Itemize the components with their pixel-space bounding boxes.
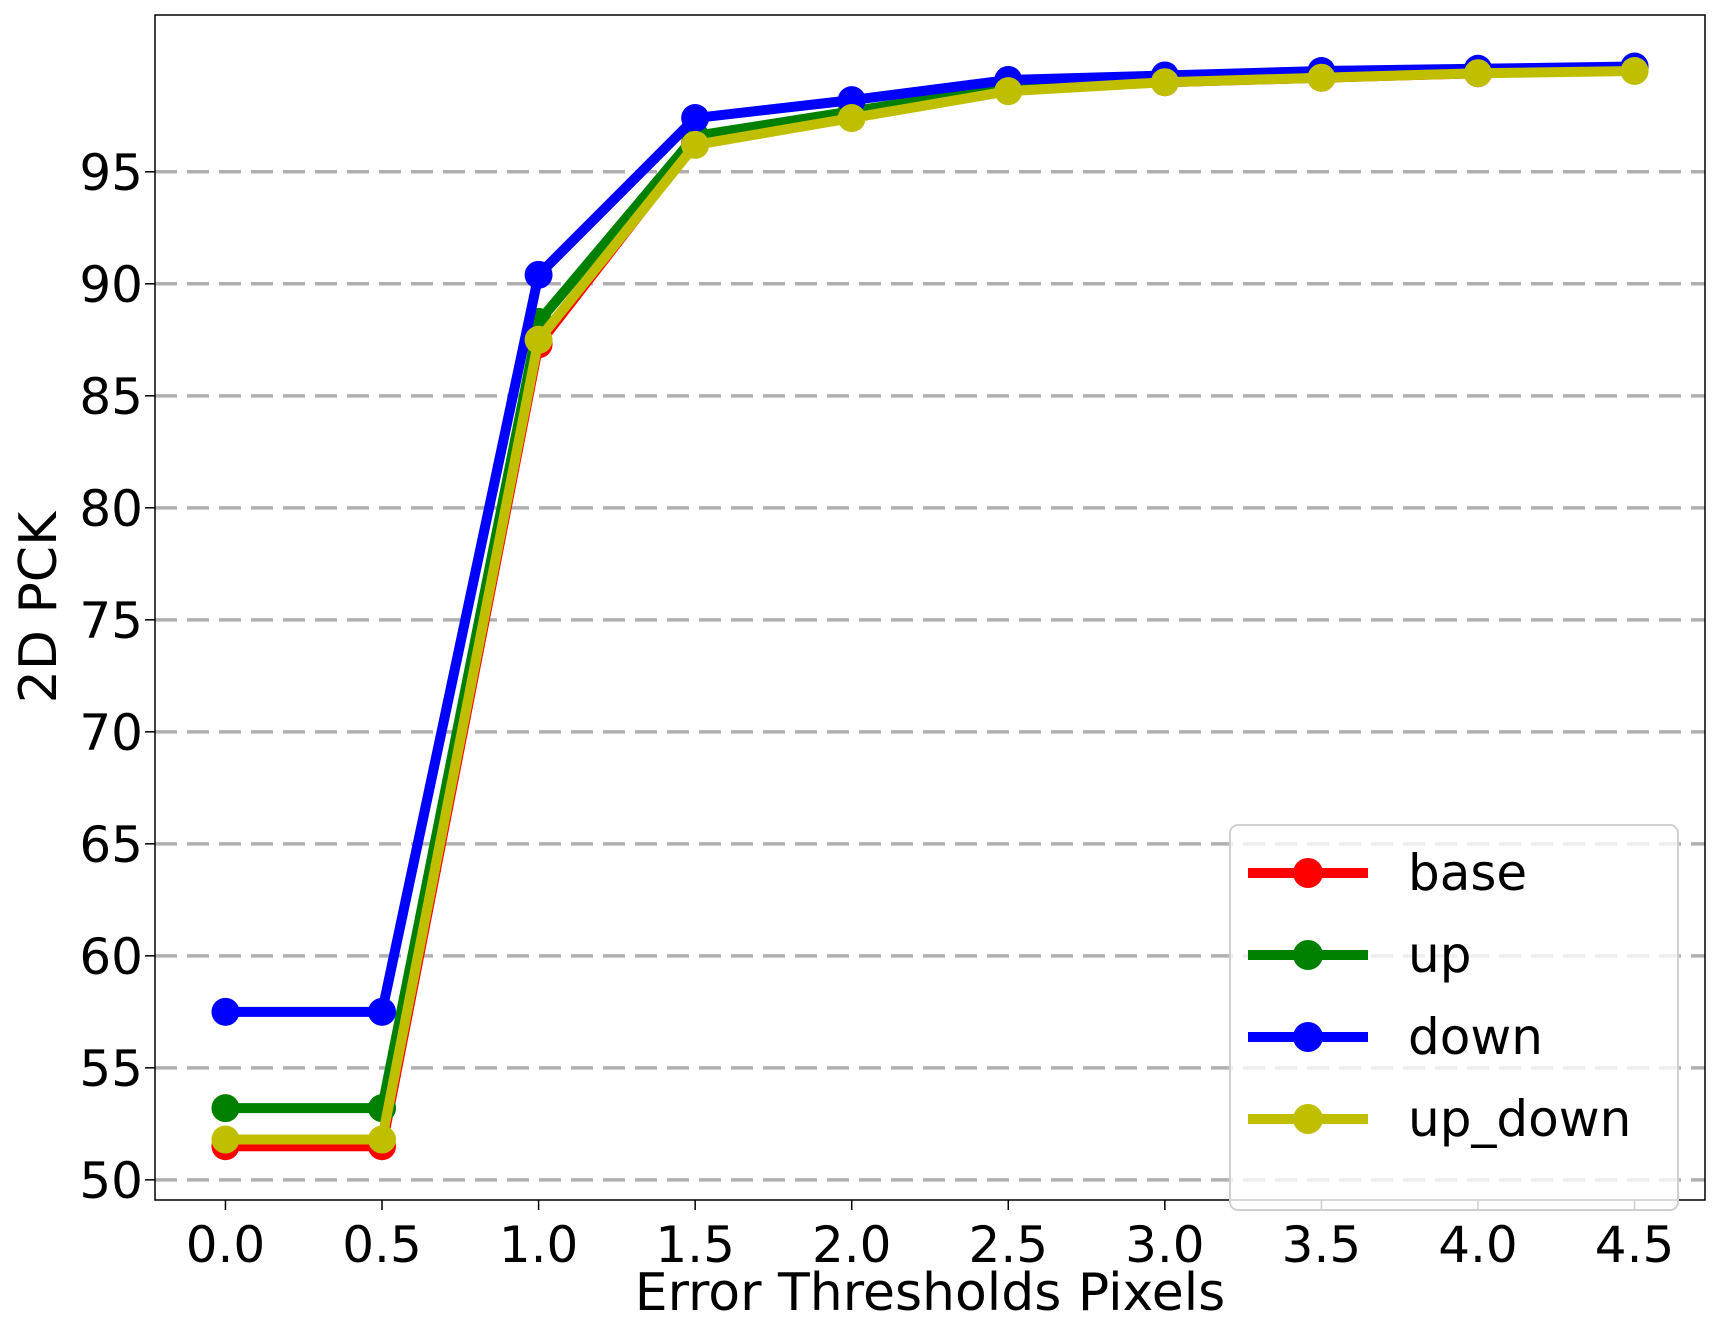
y-axis-label: 2D PCK [9,510,69,703]
data-point-up_down [1150,68,1179,97]
y-tick-label: 70 [79,704,143,762]
x-tick-label: 3.5 [1282,1216,1362,1274]
legend-marker [1293,1104,1323,1134]
legend-marker [1293,858,1323,888]
y-tick-label: 65 [79,816,143,874]
data-point-down [681,104,710,133]
x-tick-label: 0.5 [342,1216,422,1274]
legend: base up down up_down [1229,824,1679,1211]
legend-label: up [1408,926,1471,984]
y-tick-label: 95 [79,144,143,202]
series-up_down [211,57,1649,1154]
data-point-up [211,1094,240,1123]
x-tick-label: 2.0 [812,1216,892,1274]
x-axis-ticks: 0.0 0.5 1.0 1.5 2.0 2.5 3.0 3.5 4.0 4.5 [186,1200,1675,1274]
legend-label: up_down [1408,1090,1631,1148]
data-point-down [368,997,397,1026]
x-tick-label: 3.0 [1125,1216,1205,1274]
data-point-up_down [994,77,1023,106]
legend-marker [1293,1022,1323,1052]
x-tick-label: 2.5 [969,1216,1049,1274]
x-tick-label: 0.0 [186,1216,266,1274]
series-line-down [225,61,1635,1017]
data-point-up_down [681,130,710,159]
y-tick-label: 80 [79,480,143,538]
data-point-up_down [1307,63,1336,92]
series-lines [211,52,1649,1161]
data-point-up_down [211,1125,240,1154]
y-tick-label: 85 [79,368,143,426]
x-axis-label: Error Thresholds Pixels [635,1263,1226,1323]
x-tick-label: 1.0 [499,1216,579,1274]
series-line-up_down [225,66,1635,1145]
y-axis-ticks: 50 55 60 65 70 75 80 85 90 95 [79,144,155,1210]
y-tick-label: 50 [79,1152,143,1210]
data-point-down [524,260,553,289]
y-tick-label: 90 [79,256,143,314]
legend-item-down: down [1248,1008,1543,1066]
data-point-down [211,997,240,1026]
y-tick-label: 60 [79,928,143,986]
data-point-up_down [837,104,866,133]
plot-frame [154,14,1706,1201]
data-point-up_down [368,1125,397,1154]
legend-item-base: base [1248,844,1527,902]
x-tick-label: 1.5 [655,1216,735,1274]
x-tick-label: 4.0 [1438,1216,1518,1274]
data-point-up_down [1463,59,1492,88]
legend-item-up: up [1248,926,1471,984]
legend-label: base [1408,844,1527,902]
legend-box [1229,824,1679,1211]
legend-item-up_down: up_down [1248,1090,1631,1148]
y-tick-label: 55 [79,1040,143,1098]
y-tick-label: 75 [79,592,143,650]
data-point-up_down [1620,57,1649,86]
data-point-up_down [524,325,553,354]
legend-label: down [1408,1008,1543,1066]
legend-marker [1293,940,1323,970]
x-tick-label: 4.5 [1595,1216,1675,1274]
